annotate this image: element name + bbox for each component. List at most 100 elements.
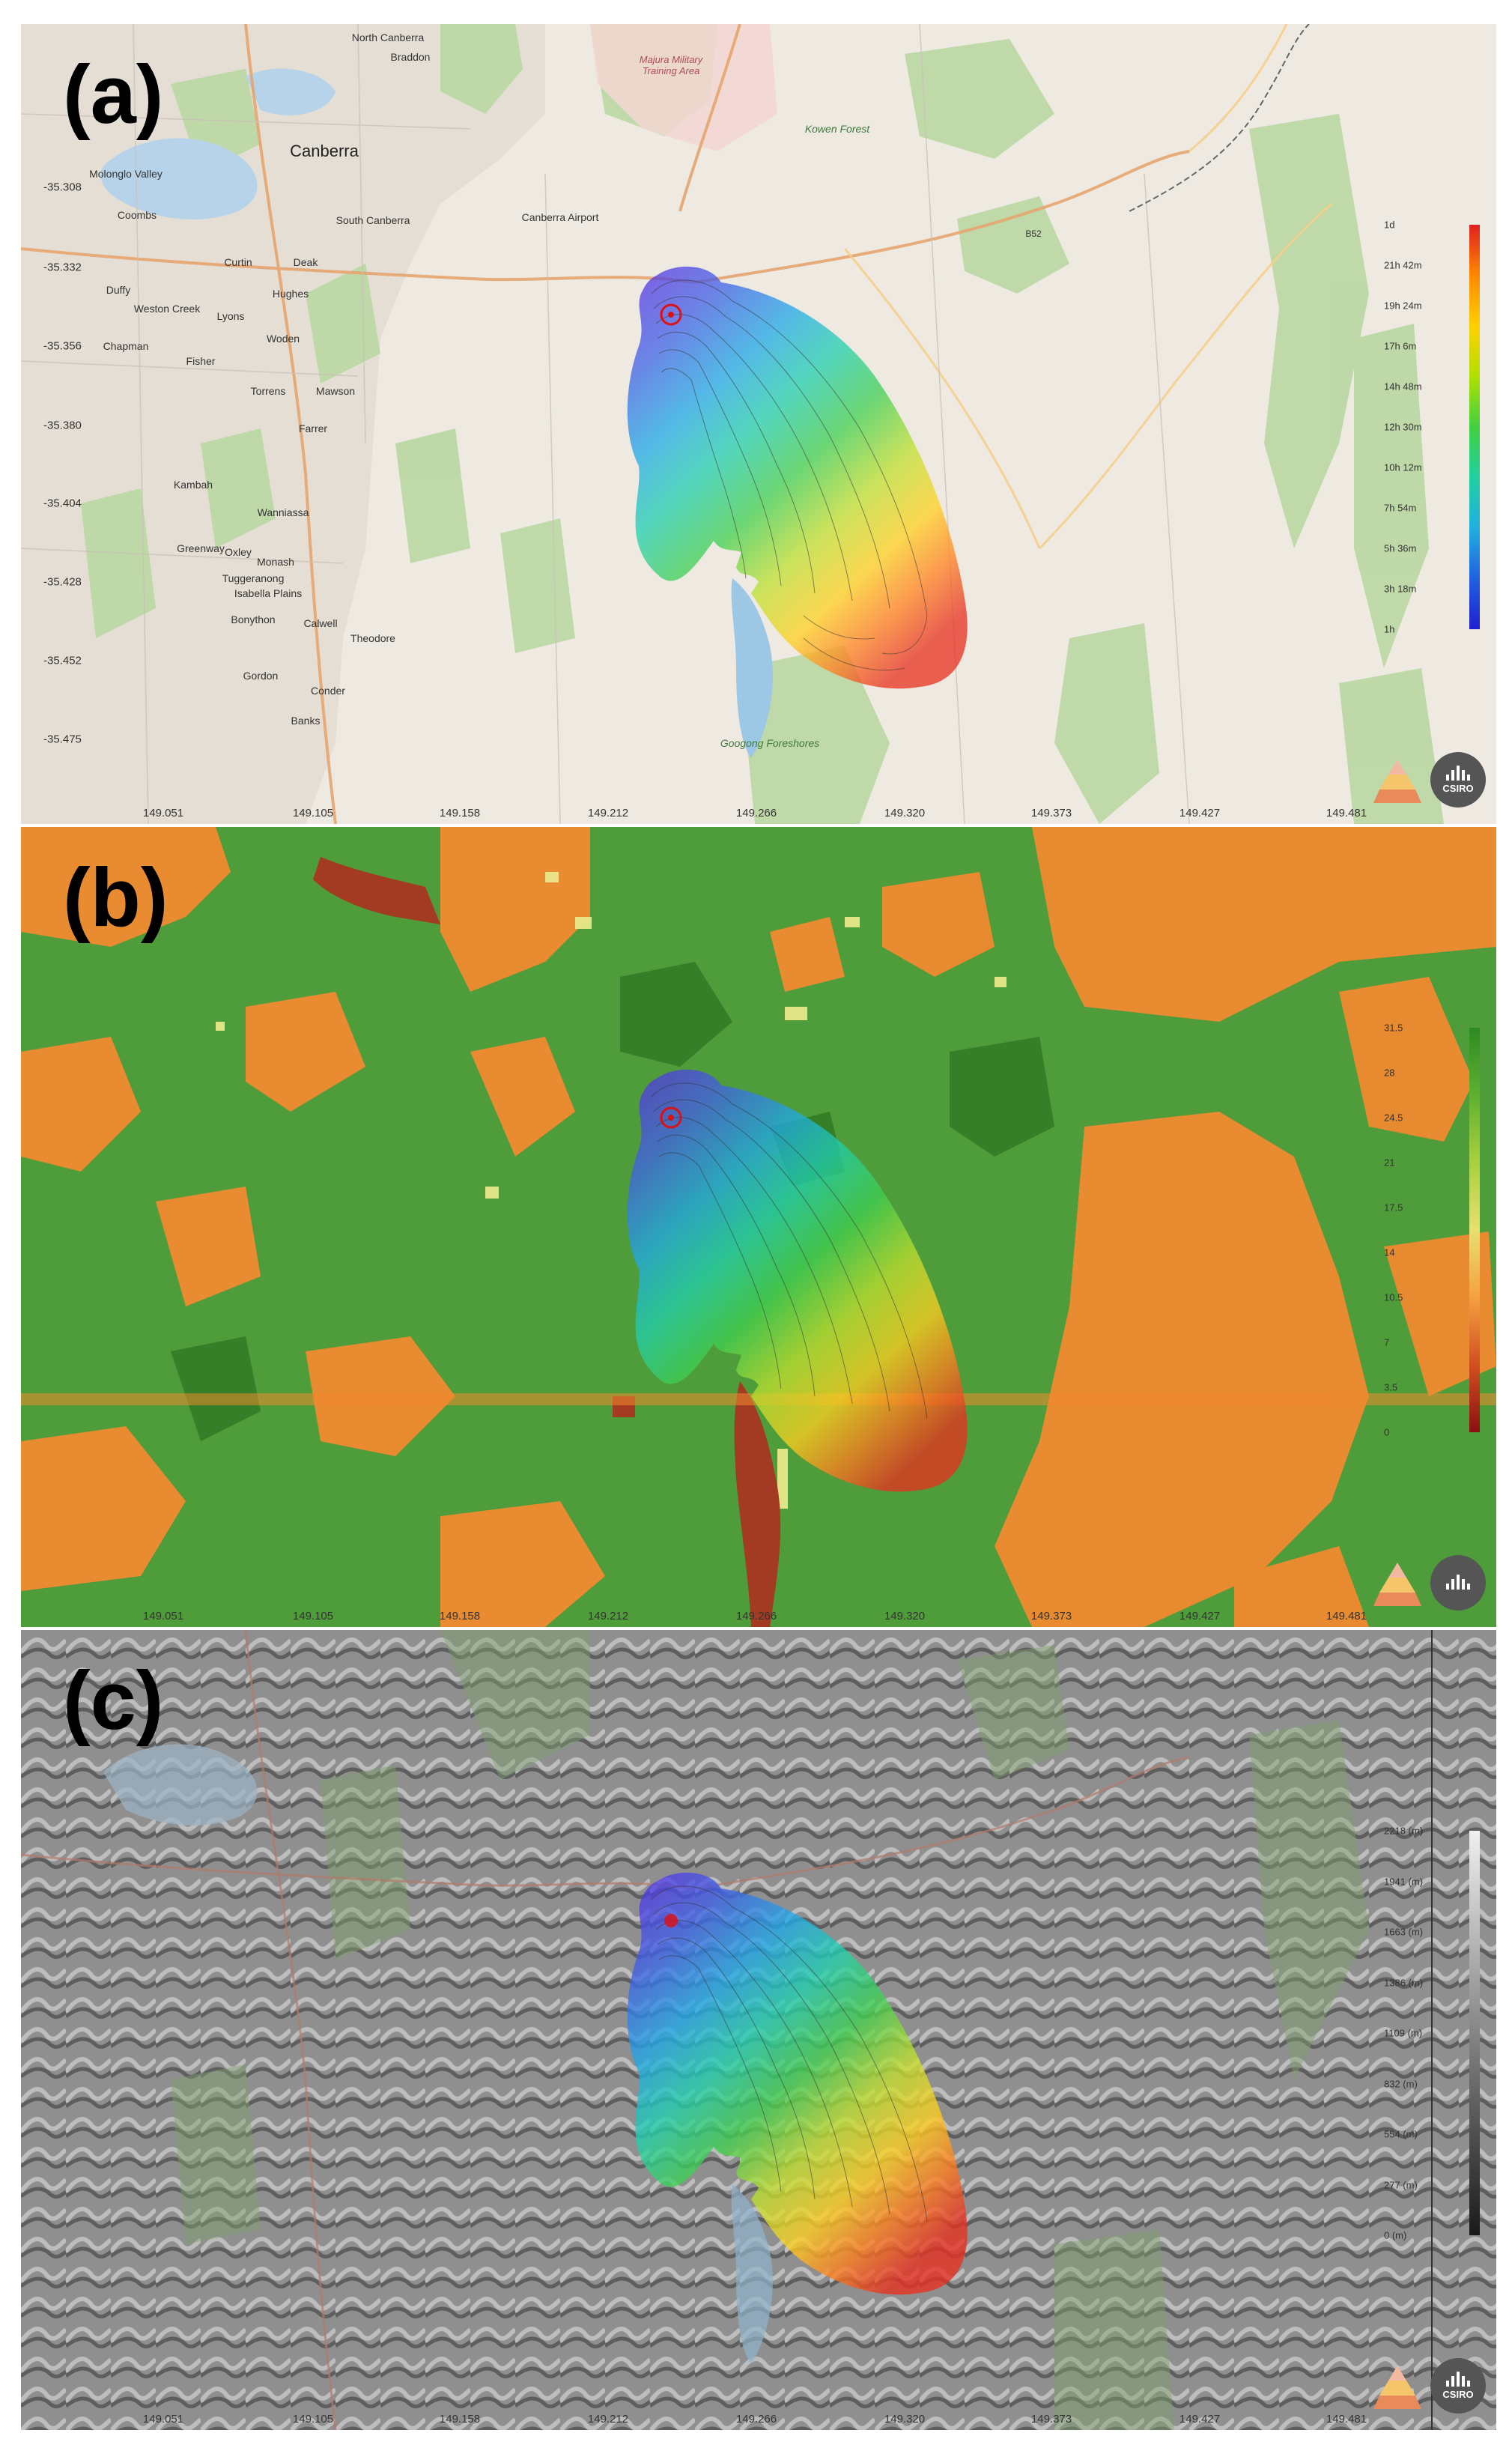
csiro-logo: CSIRO — [1430, 2358, 1486, 2414]
place-label: Kowen Forest — [804, 123, 870, 135]
x-tick: 149.481 — [1326, 1610, 1367, 1623]
place-label: Deak — [293, 256, 318, 268]
x-tick: 149.051 — [142, 807, 184, 819]
elevation-legend-bar — [1469, 1831, 1480, 2235]
place-label: Bonython — [231, 613, 276, 625]
x-axis: 149.051 149.105 149.158 149.212 149.266 … — [21, 2408, 1496, 2426]
place-label: Hughes — [272, 288, 309, 300]
spark-logo — [1373, 2366, 1421, 2409]
x-tick: 149.320 — [884, 2413, 926, 2426]
csiro-logo: CSIRO — [1430, 752, 1486, 808]
x-axis: 149.051 149.105 149.158 149.212 149.266 … — [21, 1605, 1496, 1623]
x-tick: 149.212 — [587, 807, 629, 819]
place-label: Woden — [266, 333, 300, 345]
x-tick: 149.266 — [735, 1610, 777, 1623]
legend-tick: 832 (m) — [1384, 2078, 1418, 2089]
y-tick: -35.380 — [43, 419, 82, 432]
place-label: Farrer — [298, 422, 328, 434]
x-tick: 149.105 — [292, 1610, 334, 1623]
x-tick: 149.427 — [1179, 807, 1221, 819]
place-label: Googong Foreshores — [720, 737, 820, 749]
csiro-logo-text: CSIRO — [1442, 783, 1474, 794]
place-label: Fisher — [186, 355, 216, 367]
y-axis: -35.308 -35.332 -35.356 -35.380 -35.404 … — [43, 24, 111, 824]
x-tick: 149.051 — [142, 1610, 184, 1623]
x-tick: 149.373 — [1030, 2413, 1072, 2426]
place-label: Kambah — [173, 479, 213, 491]
x-tick: 149.158 — [439, 1610, 481, 1623]
x-tick: 149.105 — [292, 2413, 334, 2426]
place-label: Curtin — [224, 256, 252, 268]
x-tick: 149.105 — [292, 807, 334, 819]
legend-tick: 7h 54m — [1384, 502, 1417, 514]
y-tick: -35.475 — [43, 733, 82, 746]
x-tick: 149.266 — [735, 807, 777, 819]
legend-tick: 17.5 — [1384, 1202, 1403, 1214]
place-label: Wanniassa — [257, 506, 309, 518]
terrain-map-layer — [21, 1630, 1496, 2430]
panel-label: (c) — [63, 1655, 164, 1747]
legend-tick: 10.5 — [1384, 1291, 1403, 1303]
x-tick: 149.373 — [1030, 1610, 1072, 1623]
csiro-logo-mark — [1446, 2372, 1470, 2387]
y-tick: -35.452 — [43, 654, 82, 667]
y-tick: -35.308 — [43, 181, 82, 194]
place-label: Mawson — [315, 385, 356, 397]
panel-label: (a) — [63, 49, 164, 141]
legend-tick: 0 — [1384, 1426, 1390, 1438]
legend-tick: 31.5 — [1384, 1022, 1403, 1034]
place-label: Chapman — [103, 340, 149, 352]
x-tick: 149.212 — [587, 1610, 629, 1623]
legend-tick: 0 (m) — [1384, 2229, 1407, 2241]
place-label: Braddon — [390, 51, 431, 63]
place-label: North Canberra — [351, 31, 425, 43]
legend-tick: 1386 (m) — [1384, 1977, 1424, 1988]
spark-logo — [1373, 760, 1421, 803]
place-label: Weston Creek — [133, 303, 201, 315]
time-legend-bar — [1469, 225, 1480, 629]
x-tick: 149.212 — [587, 2413, 629, 2426]
legend-tick: 2218 (m) — [1384, 1825, 1424, 1837]
place-label: Canberra Airport — [521, 211, 599, 223]
legend-tick: 1663 (m) — [1384, 1926, 1424, 1938]
place-label: Conder — [311, 685, 345, 697]
x-axis: 149.051 149.105 149.158 149.212 149.266 … — [21, 802, 1496, 819]
legend-tick: 10h 12m — [1384, 461, 1422, 473]
x-tick: 149.158 — [439, 2413, 481, 2426]
fuel-legend-bar — [1469, 1028, 1480, 1432]
street-map-layer — [21, 24, 1444, 824]
panel-label: (b) — [63, 852, 168, 944]
place-label: Theodore — [350, 632, 395, 644]
x-tick: 149.427 — [1179, 2413, 1221, 2426]
legend-tick: 12h 30m — [1384, 421, 1422, 433]
fuel-map-layer — [21, 827, 1496, 1627]
place-label: Greenway — [177, 542, 225, 554]
place-label: Monash — [257, 556, 294, 568]
x-tick: 149.320 — [884, 1610, 926, 1623]
place-label: Banks — [291, 715, 321, 727]
x-tick: 149.158 — [439, 807, 481, 819]
legend-tick: 19h 24m — [1384, 300, 1422, 312]
road-label: B52 — [1025, 228, 1042, 239]
place-label: Calwell — [303, 617, 338, 629]
place-label: Tuggeranong — [222, 572, 285, 584]
legend-tick: 5h 36m — [1384, 542, 1417, 554]
legend-tick: 28 — [1384, 1067, 1395, 1079]
legend-tick: 277 (m) — [1384, 2179, 1418, 2190]
x-tick: 149.051 — [142, 2413, 184, 2426]
legend-tick: 1109 (m) — [1384, 2027, 1423, 2039]
legend-tick: 1h — [1384, 623, 1395, 635]
panel-terrain-map: 149.051 149.105 149.158 149.212 149.266 … — [21, 1630, 1496, 2430]
legend-tick: 3h 18m — [1384, 583, 1417, 595]
panel-fuel-map: 149.051 149.105 149.158 149.212 149.266 … — [21, 827, 1496, 1627]
legend-tick: 21h 42m — [1384, 259, 1422, 271]
legend-tick: 554 (m) — [1384, 2128, 1418, 2140]
place-label: Canberra — [290, 142, 359, 160]
y-tick: -35.428 — [43, 575, 82, 589]
y-tick: -35.404 — [43, 497, 82, 510]
y-tick: -35.356 — [43, 339, 82, 353]
legend-tick: 17h 6m — [1384, 340, 1417, 352]
x-tick: 149.320 — [884, 807, 926, 819]
place-label: Torrens — [250, 385, 286, 397]
place-label: Isabella Plains — [234, 587, 303, 599]
